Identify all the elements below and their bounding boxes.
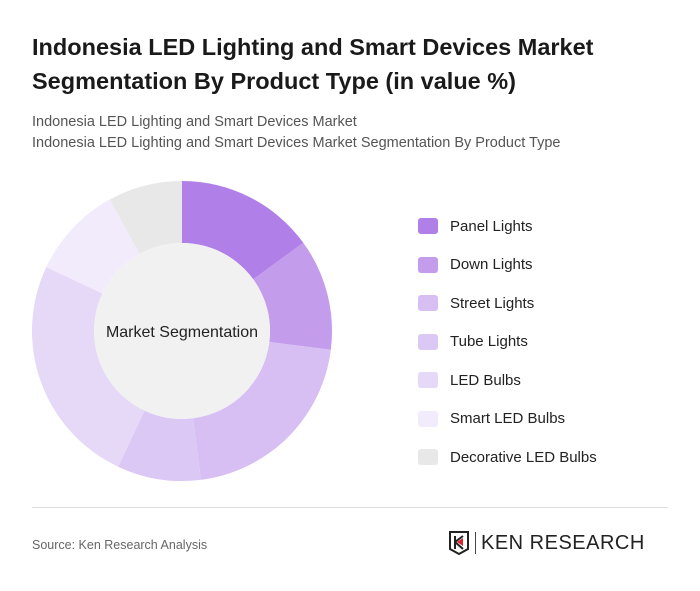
legend-item[interactable]: LED Bulbs <box>418 361 597 400</box>
legend-label: Tube Lights <box>450 333 528 351</box>
source-note: Source: Ken Research Analysis <box>32 538 208 552</box>
legend-label: Panel Lights <box>450 217 533 235</box>
center-label: Market Segmentation <box>106 324 258 341</box>
legend-item[interactable]: Street Lights <box>418 284 597 323</box>
legend-swatch <box>418 295 438 312</box>
legend-swatch <box>418 449 438 466</box>
legend-swatch <box>418 372 438 389</box>
slice-down-lights[interactable] <box>253 242 332 350</box>
donut-chart: Market Segmentation <box>32 181 332 481</box>
subtitle-1: Indonesia LED Lighting and Smart Devices… <box>32 114 357 130</box>
legend-label: LED Bulbs <box>450 371 521 389</box>
legend: Panel Lights Down Lights Street Lights Tube… <box>418 207 597 477</box>
logo-text: KEN RESEARCH <box>481 531 645 554</box>
legend-swatch <box>418 333 438 350</box>
subtitle-2: Indonesia LED Lighting and Smart Devices… <box>32 135 561 151</box>
slice-smart-led-bulbs[interactable] <box>46 199 140 294</box>
legend-label: Street Lights <box>450 294 535 312</box>
donut-center <box>94 243 270 419</box>
legend-item[interactable]: Smart LED Bulbs <box>418 400 597 439</box>
slice-tube-lights[interactable] <box>118 410 201 481</box>
chart-title: Indonesia LED Lighting and Smart Devices… <box>32 34 594 94</box>
slice-led-bulbs[interactable] <box>32 267 145 467</box>
ken-logo-icon <box>449 531 469 556</box>
legend-label: Smart LED Bulbs <box>450 410 566 428</box>
slice-panel-lights[interactable] <box>182 181 304 280</box>
slice-street-lights[interactable] <box>193 342 331 480</box>
legend-label: Decorative LED Bulbs <box>450 448 597 466</box>
legend-swatch <box>418 218 438 235</box>
ken-research-logo: KEN RESEARCH <box>448 530 645 556</box>
legend-label: Down Lights <box>450 256 533 274</box>
legend-swatch <box>418 256 438 273</box>
slice-decorative-led-bulbs[interactable] <box>109 181 182 254</box>
legend-item[interactable]: Decorative LED Bulbs <box>418 438 597 477</box>
legend-swatch <box>418 410 438 427</box>
legend-item[interactable]: Tube Lights <box>418 323 597 362</box>
legend-item[interactable]: Down Lights <box>418 246 597 285</box>
legend-item[interactable]: Panel Lights <box>418 207 597 246</box>
divider <box>32 507 668 508</box>
